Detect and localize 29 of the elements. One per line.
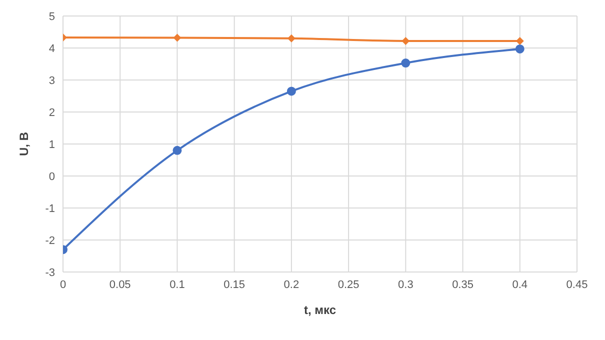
y-tick-label: -1	[45, 202, 55, 215]
y-tick-label: 3	[48, 74, 55, 87]
point	[287, 34, 296, 42]
point	[402, 36, 410, 45]
point	[401, 58, 410, 68]
y-tick-label: 0	[48, 170, 55, 183]
x-tick-label: 0.05	[109, 278, 131, 291]
x-tick-label: 0.45	[566, 278, 588, 291]
y-tick-label: -3	[45, 266, 55, 279]
x-tick-label: 0.15	[224, 278, 246, 291]
x-tick-label: 0.1	[170, 278, 185, 291]
point	[172, 146, 182, 155]
x-tick-label: 0.3	[398, 278, 414, 291]
y-tick-label: 4	[48, 42, 55, 55]
point	[286, 86, 296, 96]
x-tick-label: 0	[60, 278, 66, 291]
x-tick-label: 0.25	[338, 278, 360, 291]
point	[516, 36, 524, 45]
x-axis-title: t, мкс	[304, 303, 336, 317]
x-tick-label: 0.4	[512, 278, 528, 291]
y-axis-title: U, В	[17, 132, 31, 156]
y-tick-label: 5	[48, 10, 55, 23]
point	[515, 44, 524, 54]
y-tick-label: 1	[48, 138, 55, 151]
x-tick-label: 0.35	[452, 278, 474, 291]
y-tick-label: 2	[48, 106, 55, 119]
x-tick-label: 0.2	[284, 278, 300, 291]
point	[173, 34, 182, 42]
y-tick-label: -2	[45, 234, 55, 247]
